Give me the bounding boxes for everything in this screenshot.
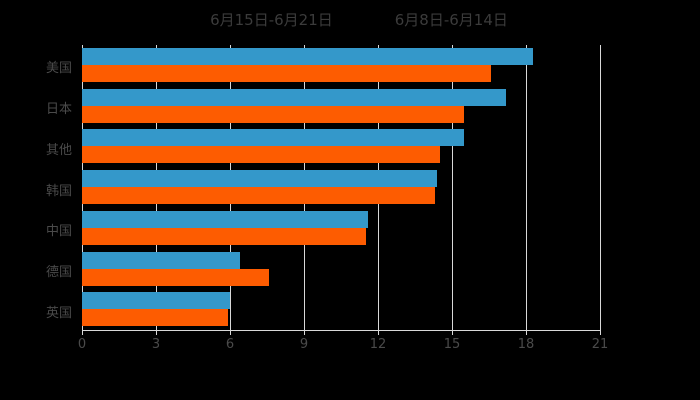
x-axis-line	[82, 330, 601, 331]
bar-group	[82, 86, 600, 127]
x-tick-label: 6	[225, 337, 235, 352]
gridline-x-15	[452, 45, 453, 330]
legend-label-series-0: 6月15日-6月21日	[210, 10, 333, 29]
legend-label-series-1: 6月8日-6月14日	[394, 10, 508, 29]
x-tick-mark-9	[304, 330, 305, 335]
gridline-x-21	[600, 45, 601, 330]
bar-group	[82, 249, 600, 290]
chart-legend: 6月15日-6月21日 6月8日-6月14日	[0, 8, 700, 32]
x-tick-label: 0	[77, 337, 87, 352]
legend-entry-series-0[interactable]: 6月15日-6月21日	[192, 10, 333, 29]
bar-1[interactable]	[82, 309, 228, 327]
gridline-x-18	[526, 45, 527, 330]
bar-group	[82, 289, 600, 330]
bar-0[interactable]	[82, 88, 507, 106]
x-tick-mark-6	[230, 330, 231, 335]
bar-1[interactable]	[82, 146, 440, 164]
y-axis-label: 其他	[45, 142, 72, 158]
y-axis-label: 中国	[45, 224, 72, 240]
y-axis-label: 美国	[45, 61, 72, 77]
x-tick-label: 12	[369, 337, 387, 352]
bar-group	[82, 208, 600, 249]
legend-marker-square-icon	[377, 15, 388, 26]
y-axis-label: 日本	[45, 102, 72, 118]
x-tick-mark-15	[452, 330, 453, 335]
bar-0[interactable]	[82, 48, 534, 65]
y-axis-label: 英国	[45, 305, 72, 321]
legend-entry-series-1[interactable]: 6月8日-6月14日	[377, 10, 508, 29]
bar-group	[82, 167, 600, 208]
bar-0[interactable]	[82, 170, 438, 188]
legend-marker-circle-icon	[192, 15, 203, 26]
x-tick-mark-21	[600, 330, 601, 335]
x-tick-mark-3	[156, 330, 157, 335]
bar-group	[82, 45, 600, 86]
y-axis-label: 韩国	[45, 183, 72, 199]
x-tick-mark-0	[82, 330, 83, 335]
x-tick-label: 15	[443, 337, 461, 352]
bar-0[interactable]	[82, 129, 465, 147]
bar-1[interactable]	[82, 268, 270, 286]
y-axis-category-labels: 美国日本其他韩国中国德国英国	[0, 45, 82, 330]
bar-0[interactable]	[82, 292, 230, 310]
x-tick-mark-12	[378, 330, 379, 335]
y-axis-label: 德国	[45, 264, 72, 280]
bar-1[interactable]	[82, 227, 366, 245]
x-tick-label: 18	[517, 337, 535, 352]
bar-1[interactable]	[82, 105, 465, 123]
x-tick-label: 21	[591, 337, 609, 352]
x-tick-label: 9	[299, 337, 309, 352]
plot-area	[82, 45, 601, 330]
bar-0[interactable]	[82, 251, 240, 269]
bar-0[interactable]	[82, 210, 369, 228]
bar-group	[82, 126, 600, 167]
x-tick-mark-18	[526, 330, 527, 335]
bar-1[interactable]	[82, 65, 492, 82]
x-tick-label: 3	[151, 337, 161, 352]
bar-1[interactable]	[82, 187, 435, 205]
